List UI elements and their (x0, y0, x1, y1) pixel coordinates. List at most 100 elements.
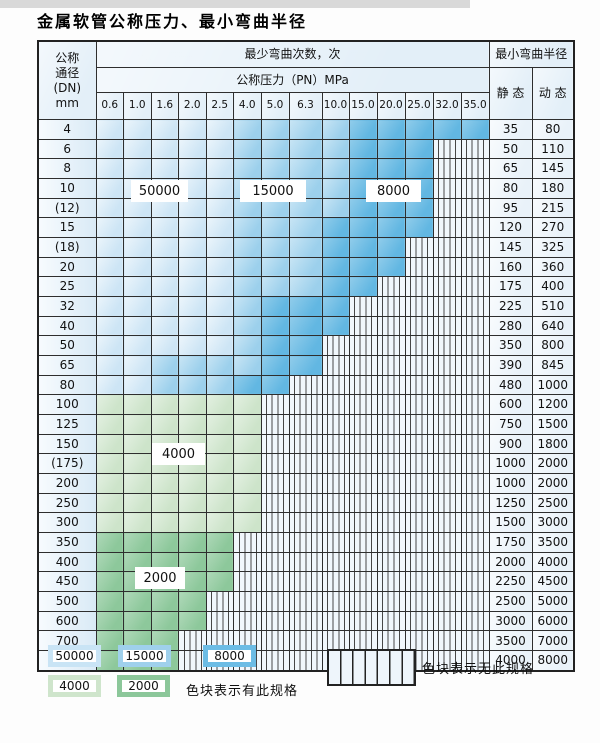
no-spec-cell (376, 433, 406, 455)
no-spec-cell (404, 492, 434, 514)
no-spec-cell (432, 512, 462, 534)
spec-cell-50000 (205, 158, 234, 180)
no-spec-cell (376, 453, 406, 475)
spec-cell-15000 (321, 197, 350, 219)
no-spec-cell (432, 610, 462, 632)
dynamic-value-cell: 270 (531, 217, 575, 239)
spec-cell-15000 (233, 276, 262, 298)
static-value-cell: 120 (488, 217, 533, 239)
dynamic-value-cell: 4500 (531, 571, 575, 593)
dynamic-value-cell: 800 (531, 335, 575, 357)
no-spec-cell (321, 355, 350, 376)
spec-cell-8000 (376, 138, 406, 160)
spec-cell-2000 (95, 571, 124, 593)
spec-cell-8000 (321, 276, 350, 298)
no-spec-cell (288, 512, 323, 534)
no-spec-cell (376, 335, 406, 357)
no-spec-cell (404, 276, 434, 298)
spec-cell-50000 (123, 217, 152, 239)
no-spec-cell (460, 610, 490, 632)
spec-cell-15000 (178, 355, 207, 376)
table-row: 100 600 1200 (37, 394, 575, 416)
no-spec-cell (288, 591, 323, 612)
spec-cell-50000 (150, 315, 179, 337)
no-spec-cell (348, 355, 378, 376)
dynamic-value-cell: 180 (531, 178, 575, 199)
static-value-cell: 50 (488, 138, 533, 160)
pressure-value-header: 2.0 (178, 92, 207, 120)
no-spec-cell (432, 296, 462, 317)
no-spec-cell (432, 374, 462, 396)
no-spec-cell (321, 374, 350, 396)
row-dn-cell: 150 (37, 433, 97, 455)
spec-cell-2000 (178, 551, 207, 573)
spec-cell-50000 (95, 256, 124, 278)
static-value-cell: 1000 (488, 453, 533, 475)
table-row: (12) 95 215 (37, 197, 575, 219)
spec-cell-2000 (123, 532, 152, 553)
table-row: 300 1500 3000 (37, 512, 575, 534)
no-spec-cell (260, 453, 290, 475)
dynamic-value-cell: 145 (531, 158, 575, 180)
no-spec-cell (432, 355, 462, 376)
spec-cell-4000 (150, 473, 179, 494)
dynamic-value-cell: 8000 (531, 650, 575, 672)
spec-cell-8000 (321, 217, 350, 239)
no-spec-cell (432, 237, 462, 258)
table-row: 4 35 80 (37, 119, 575, 140)
no-spec-cell (348, 630, 378, 652)
table-row: 40 280 640 (37, 315, 575, 337)
table-row: 700 3500 7000 (37, 630, 575, 652)
spec-cell-8000 (404, 197, 434, 219)
spec-cell-4000 (95, 492, 124, 514)
dynamic-value-cell: 1000 (531, 374, 575, 396)
no-spec-cell (348, 433, 378, 455)
dynamic-value-cell: 6000 (531, 610, 575, 632)
nominal-pressure-header: 公称压力（PN）MPa (95, 67, 490, 93)
no-spec-cell (205, 591, 234, 612)
row-dn-cell: 700 (37, 630, 97, 652)
dynamic-value-cell: 400 (531, 276, 575, 298)
no-spec-cell (404, 315, 434, 337)
no-spec-cell (260, 571, 290, 593)
no-spec-cell (404, 394, 434, 416)
no-spec-cell (376, 512, 406, 534)
spec-cell-15000 (233, 217, 262, 239)
no-spec-cell (260, 630, 290, 652)
no-spec-cell (376, 492, 406, 514)
spec-cell-50000 (178, 276, 207, 298)
no-spec-cell (460, 630, 490, 652)
table-row: 50 350 800 (37, 335, 575, 357)
no-spec-cell (376, 374, 406, 396)
no-spec-cell (348, 512, 378, 534)
dynamic-value-cell: 640 (531, 315, 575, 337)
no-spec-cell (205, 630, 234, 652)
spec-cell-8000 (348, 119, 378, 140)
no-spec-cell (404, 610, 434, 632)
table-row: 500 2500 5000 (37, 591, 575, 612)
spec-cell-8000 (260, 315, 290, 337)
spec-cell-4000 (123, 433, 152, 455)
no-spec-cell (233, 610, 262, 632)
no-spec-cell (404, 374, 434, 396)
row-dn-cell: 300 (37, 512, 97, 534)
no-spec-cell (404, 571, 434, 593)
dynamic-value-cell: 7000 (531, 630, 575, 652)
spec-cell-8000 (288, 335, 323, 357)
no-spec-cell (460, 197, 490, 219)
no-spec-cell (233, 591, 262, 612)
table-row: 600 3000 6000 (37, 610, 575, 632)
static-value-cell: 350 (488, 335, 533, 357)
spec-cell-2000 (205, 551, 234, 573)
spec-cell-50000 (95, 178, 124, 199)
no-spec-cell (460, 532, 490, 553)
spec-cell-4000 (150, 414, 179, 435)
spec-cell-8000 (348, 217, 378, 239)
no-spec-cell (348, 610, 378, 632)
pressure-value-header: 6.3 (288, 92, 323, 120)
spec-cell-2000 (205, 532, 234, 553)
no-spec-cell (348, 591, 378, 612)
no-spec-cell (460, 650, 490, 672)
spec-cell-50000 (95, 335, 124, 357)
no-spec-cell (348, 394, 378, 416)
